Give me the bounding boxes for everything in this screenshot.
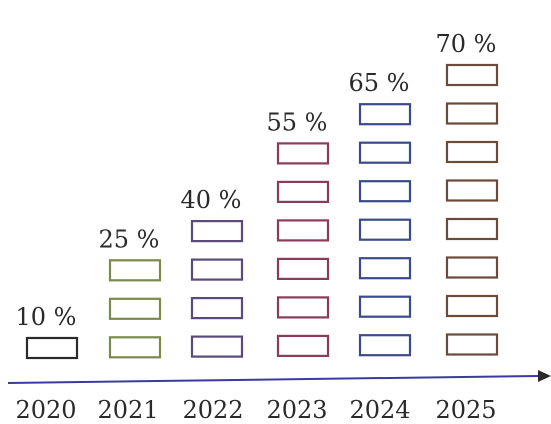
bar-block-2025-6 — [445, 140, 499, 164]
bar-block-2025-4 — [445, 217, 499, 241]
bar-block-2025-3 — [445, 256, 499, 279]
bar-block-2023-1 — [276, 334, 330, 357]
year-label-2022: 2022 — [182, 396, 243, 424]
bar-block-2024-6 — [358, 141, 412, 164]
bar-block-2023-3 — [276, 257, 330, 280]
bar-block-2021-1 — [108, 336, 162, 359]
value-label-2025: 70 % — [436, 30, 497, 58]
bars-group — [25, 63, 499, 360]
value-label-2021: 25 % — [99, 225, 160, 253]
year-label-2021: 2021 — [97, 396, 158, 424]
bar-block-2022-4 — [190, 220, 244, 243]
bar-block-2025-8 — [445, 63, 499, 87]
year-label-2024: 2024 — [349, 396, 410, 424]
year-label-2025: 2025 — [435, 396, 496, 424]
year-label-2023: 2023 — [266, 396, 327, 424]
bar-block-2024-4 — [358, 218, 412, 241]
value-label-2023: 55 % — [267, 108, 328, 136]
bar-block-2025-5 — [445, 179, 499, 202]
bar-block-2021-2 — [108, 297, 162, 320]
bar-block-2024-7 — [358, 103, 412, 126]
bar-block-2020-1 — [25, 336, 79, 360]
value-label-2020: 10 % — [16, 303, 77, 331]
bar-block-2023-4 — [276, 219, 330, 242]
bar-block-2023-5 — [276, 180, 330, 203]
value-labels-group: 10 % 25 % 40 % 55 % 65 % 70 % — [16, 30, 497, 331]
bar-block-2021-3 — [108, 259, 162, 282]
bar-block-2024-2 — [358, 295, 412, 318]
bar-block-2022-1 — [190, 335, 244, 358]
bar-block-2024-3 — [358, 257, 412, 280]
bar-block-2022-3 — [190, 258, 244, 281]
value-label-2022: 40 % — [181, 186, 242, 214]
bar-block-2022-2 — [190, 297, 244, 320]
bar-block-2023-2 — [276, 296, 330, 319]
value-label-2024: 65 % — [349, 69, 410, 97]
year-label-2020: 2020 — [15, 396, 76, 424]
bar-block-2025-1 — [445, 333, 499, 356]
year-labels-group: 2020 2021 2022 2023 2024 2025 — [15, 396, 496, 424]
bar-block-2025-7 — [445, 102, 499, 125]
x-axis-arrow-icon — [538, 370, 551, 382]
bar-block-2024-5 — [358, 180, 412, 203]
bar-block-2023-6 — [276, 142, 330, 165]
bar-block-2025-2 — [445, 294, 499, 318]
x-axis-line — [7, 375, 539, 384]
bar-block-2024-1 — [358, 334, 412, 357]
